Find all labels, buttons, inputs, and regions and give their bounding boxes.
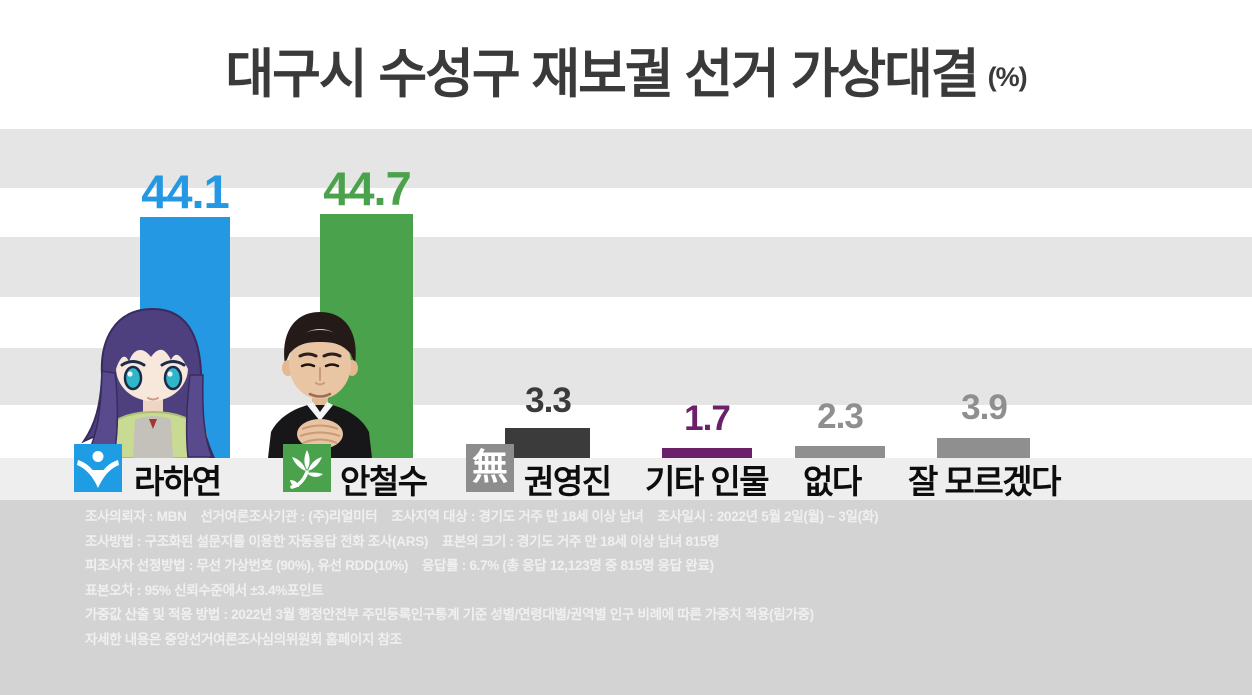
green-party-logo-icon [283,444,331,492]
footnote-line: 가중값 산출 및 적용 방법 : 2022년 3월 행정안전부 주민등록인구통계… [85,607,814,622]
category-label-none: 없다 [803,463,862,500]
category-label-band [0,458,1252,500]
category-label-dont-know: 잘 모르겠다 [908,463,1061,500]
footnote-line: 조사방법 : 구조화된 설문지를 이용한 자동응답 전화 조사(ARS) 표본의… [85,533,720,549]
category-label-rahayeon: 라하연 [134,463,222,500]
footnote-line: 조사의뢰자 : MBN 선거여론조사기관 : (주)리얼미터 조사지역 대상 :… [85,509,879,524]
survey-methodology-footnotes: 조사의뢰자 : MBN 선거여론조사기관 : (주)리얼미터 조사지역 대상 :… [85,505,1205,652]
mu-independent-icon: 無 [466,444,514,492]
candidate-photo-ahncheolsu [250,310,390,458]
value-label: 44.1 [141,165,229,218]
value-label: 2.3 [817,397,864,436]
value-label: 3.9 [961,388,1008,427]
category-label-ahncheolsu: 안철수 [340,463,428,500]
footnote-line: 피조사자 선정방법 : 무선 가상번호 (90%), 유선 RDD(10%) 응… [85,558,714,573]
bar-none [795,446,885,458]
value-label: 1.7 [684,399,731,438]
chart-unit-label: (%) [987,61,1028,92]
chart-title-row: 대구시 수성구 재보궐 선거 가상대결 (%) [0,28,1252,112]
category-label-other-person: 기타 인물 [645,463,770,500]
bar-kwonyoungjin [505,428,590,458]
bar-other-person [662,448,752,458]
value-label: 3.3 [525,381,572,420]
candidate-photo-rahayeon [72,305,234,459]
blue-party-logo-icon [74,444,122,492]
footnote-line: 자세한 내용은 중앙선거여론조사심의위원회 홈페이지 참조 [85,631,402,647]
mu-glyph: 無 [471,447,508,488]
footnote-line: 표본오차 : 95% 신뢰수준에서 ±3.4%포인트 [85,582,324,598]
bar-dont-know [937,438,1030,458]
category-label-kwonyoungjin: 권영진 [524,463,612,500]
chart-title: 대구시 수성구 재보궐 선거 가상대결 [225,45,979,104]
background-stripe [0,129,1252,188]
survey-footnote-band [0,500,1252,695]
value-label: 44.7 [323,162,411,215]
